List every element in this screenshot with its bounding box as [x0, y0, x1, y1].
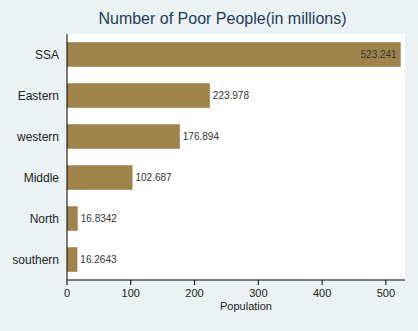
data-label: 223.978: [213, 90, 250, 101]
bar: [67, 165, 132, 190]
bar: [67, 124, 180, 149]
title: Number of Poor People(in millions): [98, 10, 346, 27]
bars: [67, 42, 401, 272]
category-label: Middle: [24, 171, 60, 185]
y-axis: [67, 34, 68, 280]
data-label: 16.8342: [81, 213, 118, 224]
tick-label: 0: [64, 287, 70, 299]
tick-label: 500: [377, 287, 395, 299]
data-label: 523.241: [361, 49, 398, 60]
tick-label: 400: [313, 287, 331, 299]
chart-svg: Number of Poor People(in millions) 523.24…: [0, 0, 418, 331]
bar: [67, 247, 77, 272]
tick-mark: [194, 280, 195, 285]
tick-mark: [258, 280, 259, 285]
category-label: Eastern: [18, 89, 59, 103]
data-label: 102.687: [135, 172, 172, 183]
chart-container: Number of Poor People(in millions) 523.24…: [0, 0, 418, 331]
x-axis: [67, 280, 405, 281]
tick-mark: [385, 280, 386, 285]
tick-mark: [130, 280, 131, 285]
category-label: SSA: [35, 48, 59, 62]
data-label: 176.894: [183, 131, 220, 142]
bar: [67, 206, 78, 231]
tick-label: 200: [185, 287, 203, 299]
tick-mark: [322, 280, 323, 285]
tick-label: 300: [249, 287, 267, 299]
data-label: 16.2643: [80, 254, 117, 265]
tick-mark: [67, 280, 68, 285]
plot-area: [67, 34, 405, 280]
bar: [67, 83, 210, 108]
category-label: western: [16, 130, 59, 144]
category-label: North: [30, 212, 59, 226]
x-axis-label: Population: [220, 300, 272, 312]
category-label: southern: [12, 253, 59, 267]
background: [0, 0, 418, 331]
bar: [67, 42, 401, 67]
tick-label: 100: [122, 287, 140, 299]
